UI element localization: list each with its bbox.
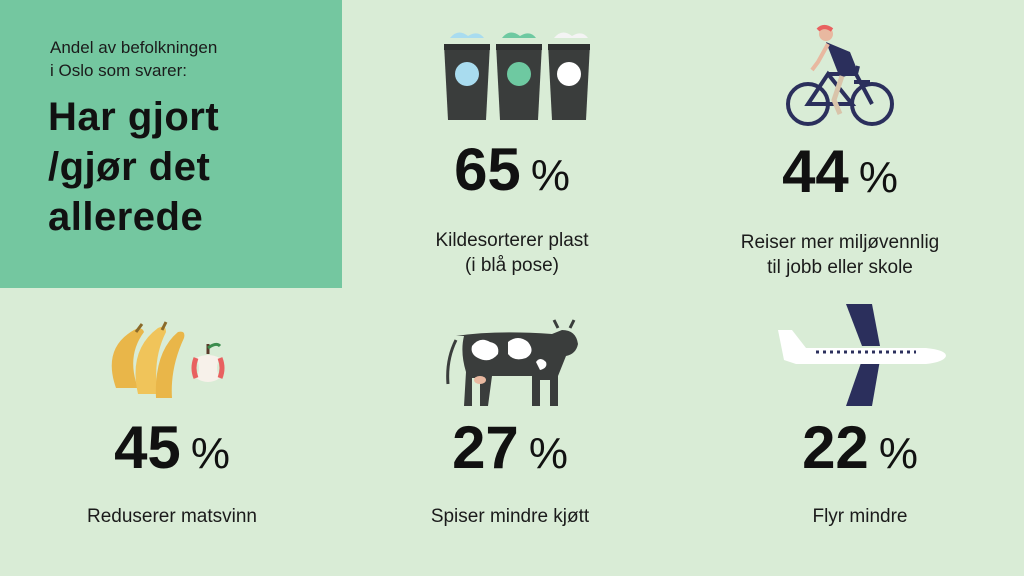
stat-label: Kildesorterer plast (i blå pose) — [435, 230, 589, 276]
stat-value: 22% — [802, 414, 918, 481]
stat-label: Flyr mindre — [812, 506, 908, 527]
stat-fly: 22% Flyr mindre — [720, 418, 1000, 529]
stat-label: Reduserer matsvinn — [86, 506, 258, 527]
stat-label: Reiser mer miljøvennlig til jobb eller s… — [740, 232, 940, 278]
stat-matsvinn: 45% Reduserer matsvinn — [32, 418, 312, 529]
stat-label: Spiser mindre kjøtt — [430, 506, 590, 527]
subtitle: Andel av befolkningen i Oslo som svarer: — [50, 38, 218, 80]
stat-reiser: 44% Reiser mer miljøvennlig til jobb ell… — [700, 142, 980, 280]
recycling-bins-icon — [444, 32, 590, 120]
stat-plast: 65% Kildesorterer plast (i blå pose) — [372, 140, 652, 278]
stat-value: 65% — [454, 136, 570, 203]
cow-icon — [446, 319, 578, 406]
food-waste-icon — [111, 321, 225, 398]
header-box: Andel av befolkningen i Oslo som svarer:… — [0, 0, 342, 288]
cyclist-icon — [786, 25, 894, 126]
stat-value: 27% — [452, 414, 568, 481]
page-title: Har gjort /gjør det allerede — [48, 95, 220, 239]
stat-value: 45% — [114, 414, 230, 481]
stat-kjott: 27% Spiser mindre kjøtt — [370, 418, 650, 529]
stat-value: 44% — [782, 138, 898, 205]
airplane-icon — [778, 304, 946, 406]
